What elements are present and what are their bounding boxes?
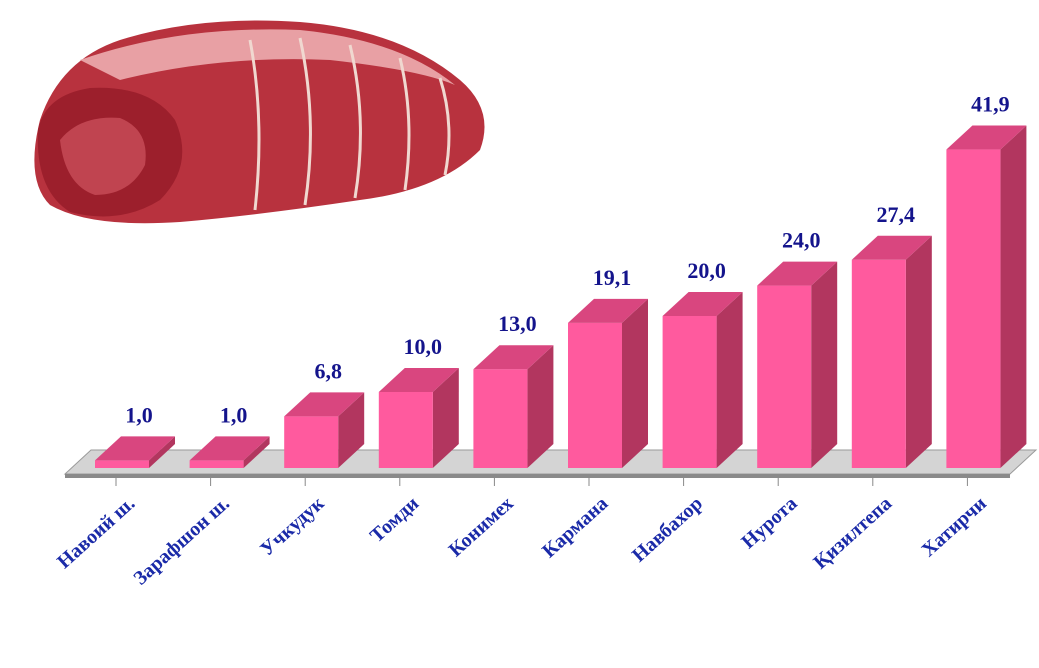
bar-top bbox=[189, 436, 270, 461]
bar-top bbox=[568, 298, 648, 323]
bar bbox=[284, 392, 365, 468]
bar-side bbox=[811, 261, 838, 468]
bar-side bbox=[432, 368, 459, 468]
bar-top bbox=[284, 392, 365, 417]
bars bbox=[95, 125, 1027, 468]
bar bbox=[378, 368, 459, 468]
x-tick-label: Нурота bbox=[737, 492, 801, 553]
bar-top bbox=[662, 292, 743, 316]
bar bbox=[189, 436, 270, 468]
x-tick-label: Навбахор bbox=[628, 492, 707, 566]
meat-strings bbox=[248, 37, 451, 211]
x-tick-label: Учкудук bbox=[256, 492, 329, 561]
bar-side bbox=[1000, 125, 1027, 468]
value-label: 6,8 bbox=[314, 358, 342, 383]
bar-front bbox=[284, 416, 339, 468]
x-tick-label: Навоий ш. bbox=[53, 492, 139, 573]
bar-front bbox=[851, 259, 906, 468]
bar-side bbox=[149, 436, 175, 468]
meat-cut-inner bbox=[60, 117, 146, 195]
bar-front bbox=[757, 285, 812, 468]
x-tick-label: Кармана bbox=[538, 492, 612, 562]
value-label: 24,0 bbox=[782, 228, 821, 253]
bar-front bbox=[95, 460, 149, 468]
value-label: 20,0 bbox=[687, 258, 726, 283]
bar-front bbox=[946, 149, 1001, 468]
bar-front bbox=[378, 392, 433, 468]
value-label: 1,0 bbox=[220, 402, 248, 427]
bar-top bbox=[946, 125, 1027, 150]
x-tick-label: Томди bbox=[366, 492, 423, 547]
bar bbox=[662, 292, 743, 468]
bar bbox=[473, 345, 554, 468]
value-label: 13,0 bbox=[498, 311, 537, 336]
bar-side bbox=[622, 298, 648, 468]
meat-illustration bbox=[34, 20, 485, 224]
value-label: 27,4 bbox=[877, 202, 916, 227]
value-label: 19,1 bbox=[593, 265, 632, 290]
value-label: 41,9 bbox=[971, 92, 1010, 117]
bar-side bbox=[716, 292, 743, 468]
bar-front bbox=[473, 369, 528, 468]
value-label: 10,0 bbox=[404, 334, 443, 359]
bar-top bbox=[473, 345, 554, 370]
bar bbox=[95, 436, 175, 468]
bar bbox=[757, 261, 838, 468]
bar-side bbox=[527, 345, 554, 468]
x-tick-label: Қизилтепа bbox=[809, 492, 896, 573]
bar bbox=[568, 298, 648, 468]
bar bbox=[946, 125, 1027, 468]
bar-front bbox=[662, 316, 717, 468]
bar-side bbox=[905, 235, 932, 468]
bar-side bbox=[243, 436, 270, 468]
bar-top bbox=[851, 235, 932, 260]
value-label: 1,0 bbox=[125, 402, 153, 427]
bar bbox=[851, 235, 932, 468]
bar-front bbox=[568, 322, 622, 468]
meat-fat bbox=[80, 29, 455, 85]
bar-top bbox=[378, 368, 459, 392]
x-tick-label: Конимех bbox=[445, 492, 518, 561]
x-tick-label: Зарафшон ш. bbox=[129, 492, 234, 589]
bar-top bbox=[95, 436, 175, 461]
bar-front bbox=[189, 460, 244, 468]
bar-top bbox=[757, 261, 838, 286]
x-tick-label: Хатирчи bbox=[918, 492, 991, 561]
bar-side bbox=[338, 392, 365, 468]
